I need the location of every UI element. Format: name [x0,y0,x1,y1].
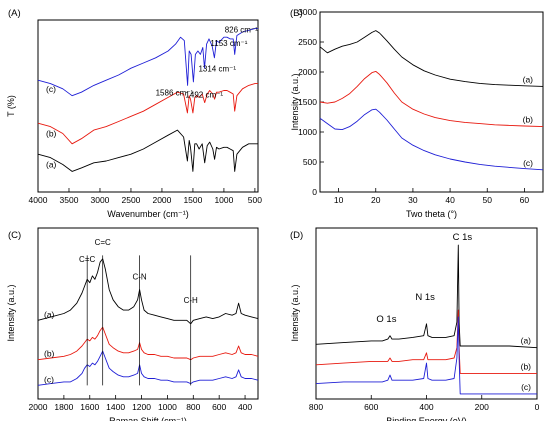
panel-label: (C) [8,230,21,241]
band-annotation: C=C [79,255,95,264]
y-tick-label: 0 [312,187,317,197]
x-axis-label: Two theta (°) [406,209,457,219]
y-tick-label: 2000 [298,67,317,77]
x-tick-label: 500 [248,195,262,205]
series-label: (b) [46,129,57,139]
series-label: (b) [521,361,532,371]
series-line-c [37,28,258,97]
peak-annotation: 1153 cm⁻¹ [210,39,247,48]
x-tick-label: 1200 [132,402,151,412]
x-tick-label: 400 [238,402,252,412]
x-tick-label: 400 [419,402,433,412]
band-annotation: C=C [95,238,111,247]
x-tick-label: 1800 [54,402,73,412]
series-label: (a) [523,74,534,84]
x-tick-label: 600 [364,402,378,412]
panel-label: (B) [290,8,303,19]
plot-frame [37,227,259,400]
x-tick-label: 2000 [29,402,48,412]
series-line-b [37,326,259,361]
y-axis-label: Intensity (a.u.) [290,284,300,341]
x-tick-label: 600 [212,402,226,412]
y-tick-label: 2500 [298,37,317,47]
y-axis-label: Intensity (a.u.) [290,73,300,130]
x-tick-label: 800 [309,402,323,412]
series-line-b [315,309,537,374]
plot-frame [319,11,544,193]
series-label: (c) [523,158,533,168]
peak-annotation: 1314 cm⁻¹ [198,64,236,73]
x-tick-label: 1000 [158,402,177,412]
peak-annotation: 826 cm⁻¹ [225,26,258,35]
x-tick-label: 3500 [60,195,79,205]
series-line-a [37,129,258,172]
series-line-a [319,30,544,87]
x-tick-label: 30 [408,195,418,205]
band-annotation: C-H [184,296,198,305]
y-axis-label: T (%) [6,95,16,117]
x-tick-label: 50 [483,195,493,205]
series-line-a [37,258,259,325]
y-tick-label: 3000 [298,7,317,17]
x-tick-label: 800 [186,402,200,412]
y-tick-label: 1000 [298,127,317,137]
x-tick-label: 20 [371,195,381,205]
series-line-c [319,108,544,171]
x-tick-label: 2000 [152,195,171,205]
x-axis-label: Raman Shift (cm⁻¹) [109,416,187,421]
series-line-b [319,70,544,128]
x-axis-label: Wavenumber (cm⁻¹) [107,209,188,219]
x-tick-label: 40 [445,195,455,205]
y-tick-label: 1500 [298,97,317,107]
x-tick-label: 0 [535,402,540,412]
element-annotation: N 1s [415,292,435,303]
x-tick-label: 1400 [106,402,125,412]
x-tick-label: 200 [475,402,489,412]
series-line-c [315,316,537,395]
x-tick-label: 1600 [80,402,99,412]
element-annotation: C 1s [453,232,473,243]
element-annotation: O 1s [376,314,396,325]
series-label: (a) [521,336,532,346]
panel-label: (D) [290,230,303,241]
series-label: (b) [44,349,55,359]
x-tick-label: 1500 [183,195,202,205]
series-line-b [37,83,258,145]
y-tick-label: 500 [303,157,317,167]
series-line-c [37,350,259,386]
x-axis-label: Binding Energy (eV) [386,416,467,421]
x-tick-label: 2500 [121,195,140,205]
series-line-a [315,244,538,349]
series-label: (c) [46,84,56,94]
series-label: (a) [46,159,57,169]
plot-frame [37,19,259,193]
x-tick-label: 1000 [214,195,233,205]
panel-b: (B) 10 20 30 40 50 60 0 500 1000 1500 2000 2500 3000 T… [290,7,544,219]
series-label: (b) [523,115,534,125]
x-tick-label: 10 [334,195,344,205]
series-label: (c) [44,374,54,384]
peak-annotation: 1492 cm⁻¹ [185,90,223,99]
x-tick-label: 60 [520,195,530,205]
x-tick-label: 4000 [29,195,48,205]
series-label: (a) [44,309,55,319]
x-tick-label: 3000 [91,195,110,205]
peak-annotation: 1586 cm⁻¹ [156,88,194,97]
panel-d: (D) 800 600 400 200 0 Binding Energy (eV) Inten… [290,227,540,421]
panel-c: (C) 2000 1800 1600 1400 1200 1000 800 600 400 Rama… [6,227,259,421]
band-annotation: C-N [132,272,146,281]
panel-a: (A) 4000 3500 3000 2500 2000 1500 1000 500 Wavenu… [6,8,262,219]
y-axis-label: Intensity (a.u.) [6,284,16,341]
series-label: (c) [521,382,531,392]
panel-label: (A) [8,8,21,19]
